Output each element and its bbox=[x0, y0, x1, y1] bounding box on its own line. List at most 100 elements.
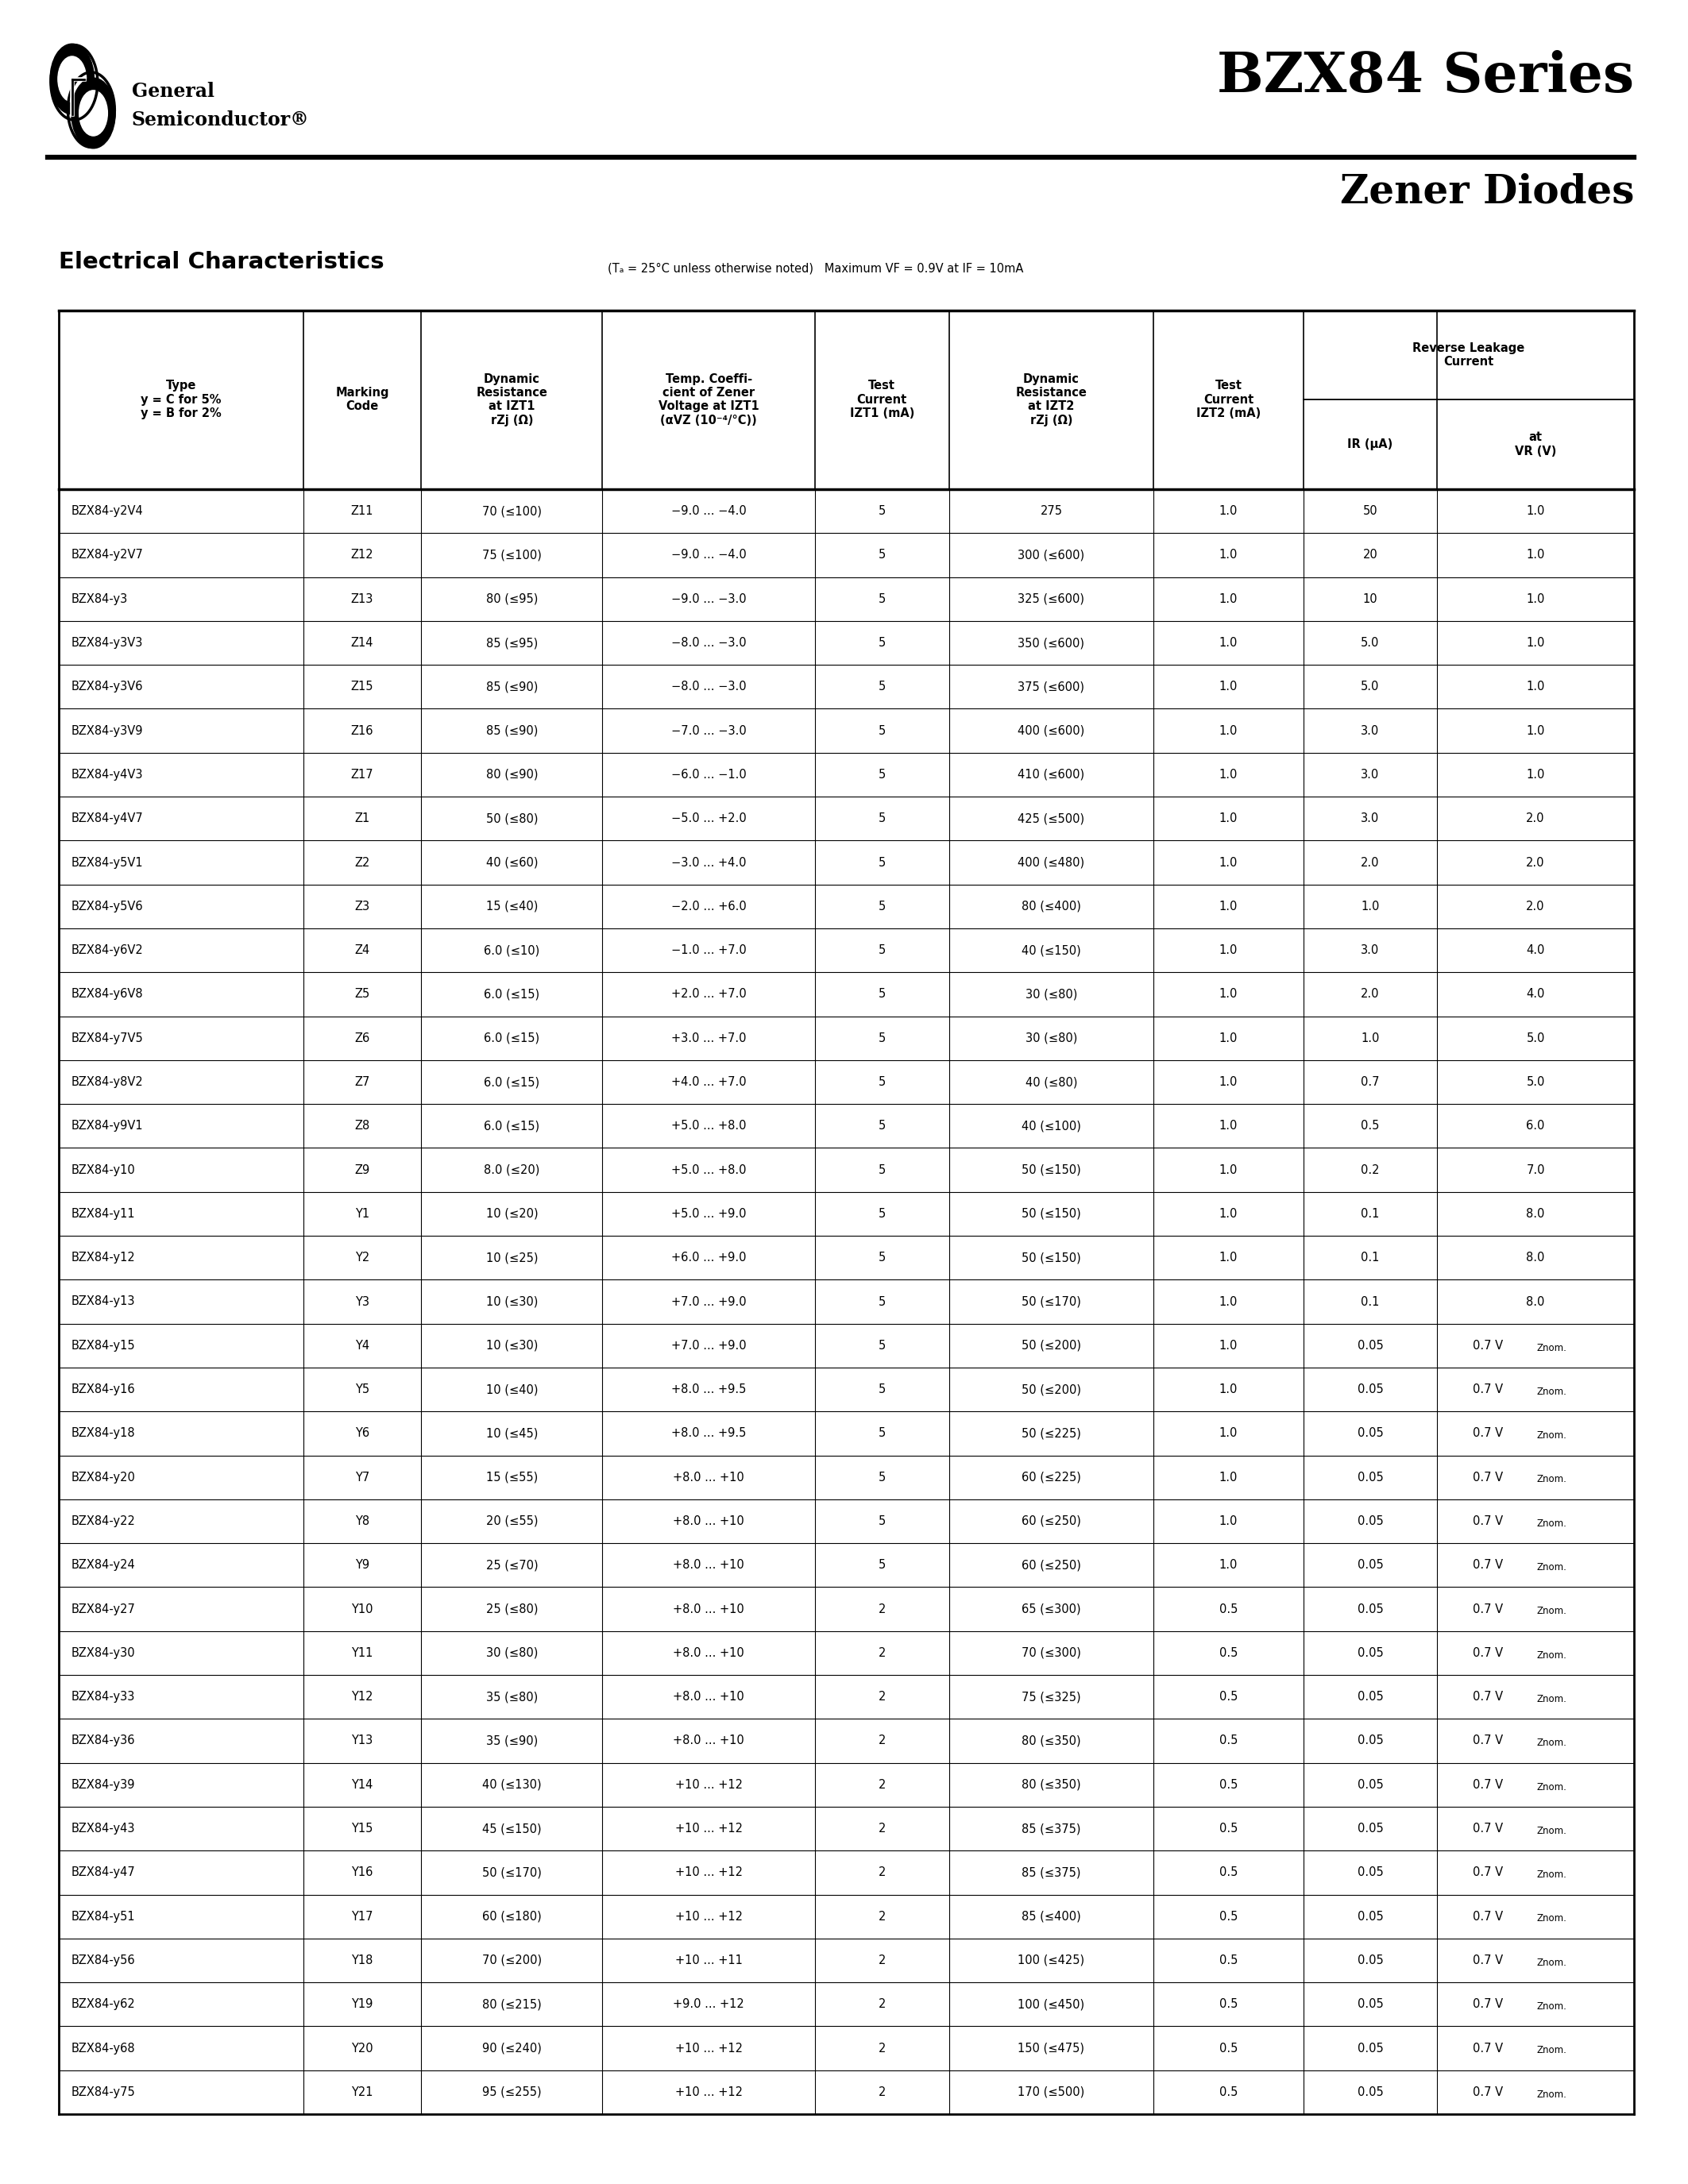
Text: 70 (≤100): 70 (≤100) bbox=[483, 505, 542, 518]
Text: −1.0 ... +7.0: −1.0 ... +7.0 bbox=[672, 943, 746, 957]
Text: BZX84-y30: BZX84-y30 bbox=[71, 1647, 135, 1660]
Text: 2: 2 bbox=[878, 2086, 886, 2099]
Text: 35 (≤90): 35 (≤90) bbox=[486, 1734, 538, 1747]
Text: 2: 2 bbox=[878, 1647, 886, 1660]
Text: 6.0 (≤15): 6.0 (≤15) bbox=[484, 1033, 540, 1044]
Text: BZX84-y24: BZX84-y24 bbox=[71, 1559, 135, 1570]
Text: Reverse Leakage
Current: Reverse Leakage Current bbox=[1413, 343, 1524, 367]
Text: 0.1: 0.1 bbox=[1361, 1251, 1379, 1265]
Text: 35 (≤80): 35 (≤80) bbox=[486, 1690, 538, 1704]
Text: Z11: Z11 bbox=[351, 505, 373, 518]
Text: Y1: Y1 bbox=[354, 1208, 370, 1221]
Text: BZX84-y4V7: BZX84-y4V7 bbox=[71, 812, 143, 826]
Text: 1.0: 1.0 bbox=[1526, 681, 1545, 692]
Text: 1.0: 1.0 bbox=[1526, 548, 1545, 561]
Text: +10 ... +12: +10 ... +12 bbox=[675, 1867, 743, 1878]
Text: 5: 5 bbox=[878, 943, 886, 957]
Text: 3.0: 3.0 bbox=[1361, 725, 1379, 736]
Text: 0.05: 0.05 bbox=[1357, 2086, 1382, 2099]
Text: 40 (≤60): 40 (≤60) bbox=[486, 856, 538, 869]
Text: (Tₐ = 25°C unless otherwise noted)   Maximum VF = 0.9V at IF = 10mA: (Tₐ = 25°C unless otherwise noted) Maxim… bbox=[608, 262, 1023, 275]
Text: Y21: Y21 bbox=[351, 2086, 373, 2099]
Text: Znom.: Znom. bbox=[1536, 1474, 1566, 1485]
Text: 1.0: 1.0 bbox=[1219, 505, 1237, 518]
Text: Z8: Z8 bbox=[354, 1120, 370, 1131]
Text: 5: 5 bbox=[878, 1208, 886, 1221]
Text: +10 ... +11: +10 ... +11 bbox=[675, 1955, 743, 1966]
Text: 1.0: 1.0 bbox=[1219, 1164, 1237, 1175]
Text: 5: 5 bbox=[878, 1120, 886, 1131]
Text: 5: 5 bbox=[878, 1251, 886, 1265]
Text: 5: 5 bbox=[878, 900, 886, 913]
Text: 95 (≤255): 95 (≤255) bbox=[483, 2086, 542, 2099]
Text: 0.5: 0.5 bbox=[1361, 1120, 1379, 1131]
Text: 375 (≤600): 375 (≤600) bbox=[1018, 681, 1085, 692]
Text: 60 (≤225): 60 (≤225) bbox=[1021, 1472, 1080, 1483]
Text: +8.0 ... +10: +8.0 ... +10 bbox=[674, 1690, 744, 1704]
Text: BZX84-y3V9: BZX84-y3V9 bbox=[71, 725, 143, 736]
Text: 50 (≤170): 50 (≤170) bbox=[483, 1867, 542, 1878]
Text: 5: 5 bbox=[878, 1077, 886, 1088]
Text: 85 (≤375): 85 (≤375) bbox=[1021, 1867, 1080, 1878]
Text: Z5: Z5 bbox=[354, 989, 370, 1000]
Text: at
VR (V): at VR (V) bbox=[1514, 432, 1556, 456]
Text: BZX84-y2V7: BZX84-y2V7 bbox=[71, 548, 143, 561]
Text: 0.1: 0.1 bbox=[1361, 1208, 1379, 1221]
Text: −2.0 ... +6.0: −2.0 ... +6.0 bbox=[672, 900, 746, 913]
Text: 5.0: 5.0 bbox=[1526, 1077, 1545, 1088]
Text: 75 (≤100): 75 (≤100) bbox=[483, 548, 542, 561]
Text: 5: 5 bbox=[878, 505, 886, 518]
Text: 0.5: 0.5 bbox=[1219, 1603, 1237, 1614]
Text: 10 (≤40): 10 (≤40) bbox=[486, 1382, 538, 1396]
Text: 6.0 (≤10): 6.0 (≤10) bbox=[484, 943, 540, 957]
Text: BZX84-y75: BZX84-y75 bbox=[71, 2086, 135, 2099]
Text: 0.5: 0.5 bbox=[1219, 1824, 1237, 1835]
Text: 1.0: 1.0 bbox=[1526, 638, 1545, 649]
Text: 8.0 (≤20): 8.0 (≤20) bbox=[484, 1164, 540, 1175]
Text: BZX84-y68: BZX84-y68 bbox=[71, 2042, 135, 2055]
Text: BZX84-y4V3: BZX84-y4V3 bbox=[71, 769, 143, 780]
Text: 10: 10 bbox=[1362, 594, 1377, 605]
Text: 0.05: 0.05 bbox=[1357, 1867, 1382, 1878]
Text: 1.0: 1.0 bbox=[1219, 1516, 1237, 1527]
Text: Z12: Z12 bbox=[351, 548, 373, 561]
Text: 0.7 V: 0.7 V bbox=[1472, 2042, 1502, 2055]
Text: 0.7 V: 0.7 V bbox=[1472, 1382, 1502, 1396]
Text: BZX84-y47: BZX84-y47 bbox=[71, 1867, 135, 1878]
Text: 1.0: 1.0 bbox=[1219, 548, 1237, 561]
Text: Znom.: Znom. bbox=[1536, 1343, 1566, 1352]
Text: 0.7 V: 0.7 V bbox=[1472, 1998, 1502, 2009]
Text: 2: 2 bbox=[878, 1603, 886, 1614]
Text: BZX84-y7V5: BZX84-y7V5 bbox=[71, 1033, 143, 1044]
Text: 80 (≤350): 80 (≤350) bbox=[1021, 1734, 1080, 1747]
Text: 410 (≤600): 410 (≤600) bbox=[1018, 769, 1085, 780]
Text: 300 (≤600): 300 (≤600) bbox=[1018, 548, 1085, 561]
Text: 0.5: 0.5 bbox=[1219, 2086, 1237, 2099]
Text: 0.05: 0.05 bbox=[1357, 1603, 1382, 1614]
Text: 2.0: 2.0 bbox=[1526, 856, 1545, 869]
Text: 50 (≤225): 50 (≤225) bbox=[1021, 1428, 1080, 1439]
Text: +10 ... +12: +10 ... +12 bbox=[675, 2042, 743, 2055]
Text: 400 (≤480): 400 (≤480) bbox=[1018, 856, 1085, 869]
Text: BZX84-y20: BZX84-y20 bbox=[71, 1472, 135, 1483]
Text: Y6: Y6 bbox=[354, 1428, 370, 1439]
Circle shape bbox=[79, 90, 108, 135]
Text: BZX84-y16: BZX84-y16 bbox=[71, 1382, 135, 1396]
Text: 1.0: 1.0 bbox=[1361, 1033, 1379, 1044]
Text: 0.5: 0.5 bbox=[1219, 1955, 1237, 1966]
Text: BZX84-y12: BZX84-y12 bbox=[71, 1251, 135, 1265]
Text: 5.0: 5.0 bbox=[1526, 1033, 1545, 1044]
Text: Y11: Y11 bbox=[351, 1647, 373, 1660]
Text: 3.0: 3.0 bbox=[1361, 769, 1379, 780]
Text: Dynamic
Resistance
at IZT2
rZj (Ω): Dynamic Resistance at IZT2 rZj (Ω) bbox=[1016, 373, 1087, 426]
Text: Znom.: Znom. bbox=[1536, 1562, 1566, 1572]
Text: 5: 5 bbox=[878, 1382, 886, 1396]
Text: 0.05: 0.05 bbox=[1357, 1559, 1382, 1570]
Circle shape bbox=[57, 57, 86, 103]
Text: 1.0: 1.0 bbox=[1219, 681, 1237, 692]
Text: +5.0 ... +8.0: +5.0 ... +8.0 bbox=[672, 1164, 746, 1175]
Text: +8.0 ... +10: +8.0 ... +10 bbox=[674, 1559, 744, 1570]
Text: 1.0: 1.0 bbox=[1219, 1295, 1237, 1308]
Text: BZX84-y6V2: BZX84-y6V2 bbox=[71, 943, 143, 957]
Text: 10 (≤45): 10 (≤45) bbox=[486, 1428, 538, 1439]
